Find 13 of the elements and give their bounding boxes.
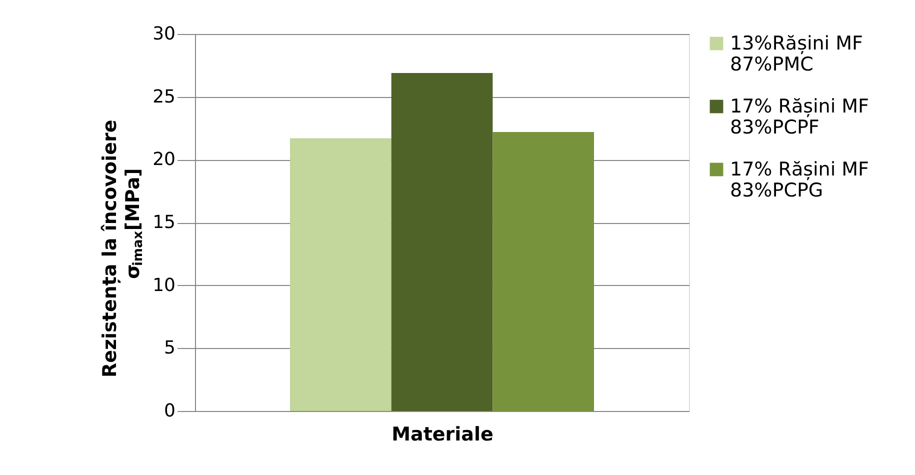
y-tick-label: 15 [152, 212, 176, 233]
text: Rezistența la încovoiere [99, 120, 121, 378]
legend-label: 13%Rășini MF 87%PMC [730, 32, 863, 76]
legend-label: 17% Rășini MF 83%PCPF [730, 96, 869, 138]
y-tick-label: 0 [164, 400, 176, 422]
y-tick-label: 10 [152, 274, 176, 296]
y-tick-label: 20 [152, 149, 176, 170]
y-tick-label: 5 [164, 338, 176, 359]
x-axis-title: Materiale [392, 424, 494, 446]
y-tick-label: 30 [152, 24, 176, 44]
y-tick-label: 25 [152, 86, 176, 108]
text: σimax[MPa] [122, 168, 146, 279]
legend-label: 17% Rășini MF 83%PCPG [730, 158, 869, 202]
